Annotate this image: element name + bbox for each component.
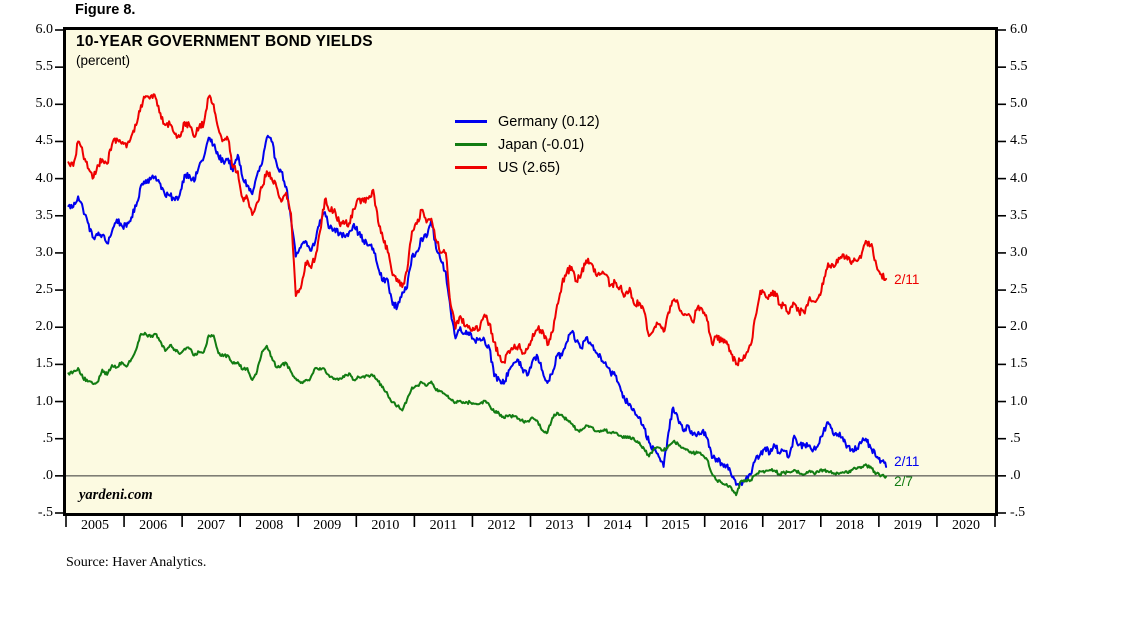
x-tick-label: 2012 [487, 518, 516, 533]
y-tick-label: 1.0 [1010, 393, 1028, 409]
y-tick-label: 1.5 [35, 356, 54, 372]
y-tick-label: 1.0 [35, 393, 54, 409]
x-tick-label: 2015 [661, 518, 690, 533]
legend-line-icon [455, 143, 487, 146]
y-tick-label: 2.0 [35, 319, 54, 335]
y-tick-label: 2.5 [1010, 282, 1028, 298]
x-tick-label: 2006 [139, 518, 168, 533]
y-tick-label: 4.5 [35, 133, 54, 149]
y-tick-label: .0 [1010, 467, 1021, 483]
x-tick-label: 2017 [777, 518, 806, 533]
y-tick-label: 6.0 [35, 22, 54, 37]
y-tick-label: -.5 [1010, 505, 1026, 520]
y-tick-label: 4.5 [1010, 133, 1028, 149]
y-tick-label: -.5 [37, 505, 53, 520]
x-tick-label: 2016 [719, 518, 748, 533]
x-tick-label: 2009 [313, 518, 342, 533]
figure-label: Figure 8. [75, 2, 136, 18]
legend-item: Germany (0.12) [455, 110, 600, 133]
y-tick-label: .5 [42, 430, 54, 446]
x-tick-label: 2010 [371, 518, 400, 533]
y-tick-label: 3.5 [1010, 207, 1028, 223]
legend: Germany (0.12) Japan (-0.01) US (2.65) [455, 110, 600, 179]
end-label-us: 2/11 [894, 271, 920, 287]
legend-item: Japan (-0.01) [455, 133, 600, 156]
legend-line-icon [455, 166, 487, 169]
y-tick-label: 1.5 [1010, 356, 1028, 372]
chart-title: 10-YEAR GOVERNMENT BOND YIELDS [76, 33, 373, 50]
x-tick-label: 2018 [835, 518, 864, 533]
y-tick-label: 6.0 [1010, 22, 1028, 37]
y-tick-label: 5.0 [35, 96, 54, 112]
y-tick-label: .0 [42, 467, 54, 483]
y-tick-label: 2.0 [1010, 319, 1028, 335]
x-tick-label: 2014 [603, 518, 632, 533]
watermark: yardeni.com [79, 487, 153, 503]
y-tick-label: 3.5 [35, 207, 54, 223]
plot-area [63, 27, 998, 516]
y-tick-label: 5.5 [1010, 59, 1028, 75]
legend-label: US (2.65) [498, 159, 561, 176]
y-tick-label: 3.0 [1010, 244, 1028, 260]
x-tick-label: 2013 [545, 518, 574, 533]
x-tick-label: 2020 [951, 518, 980, 533]
legend-label: Germany (0.12) [498, 113, 600, 130]
end-label-japan: 2/7 [894, 473, 913, 489]
chart-subtitle: (percent) [76, 53, 131, 68]
y-tick-label: .5 [1010, 430, 1021, 446]
source-note: Source: Haver Analytics. [66, 555, 207, 570]
x-tick-label: 2005 [81, 518, 109, 533]
y-tick-label: 5.0 [1010, 96, 1028, 112]
end-label-germany: 2/11 [894, 453, 920, 469]
legend-label: Japan (-0.01) [498, 136, 585, 153]
x-tick-label: 2007 [197, 518, 226, 533]
y-tick-label: 4.0 [1010, 170, 1028, 186]
y-tick-label: 2.5 [35, 282, 54, 298]
y-tick-label: 4.0 [35, 170, 54, 186]
x-tick-label: 2011 [429, 518, 458, 533]
legend-line-icon [455, 120, 487, 123]
x-tick-label: 2008 [255, 518, 284, 533]
y-tick-label: 3.0 [35, 244, 54, 260]
y-tick-label: 5.5 [35, 59, 54, 75]
x-tick-label: 2019 [893, 518, 922, 533]
legend-item: US (2.65) [455, 156, 600, 179]
